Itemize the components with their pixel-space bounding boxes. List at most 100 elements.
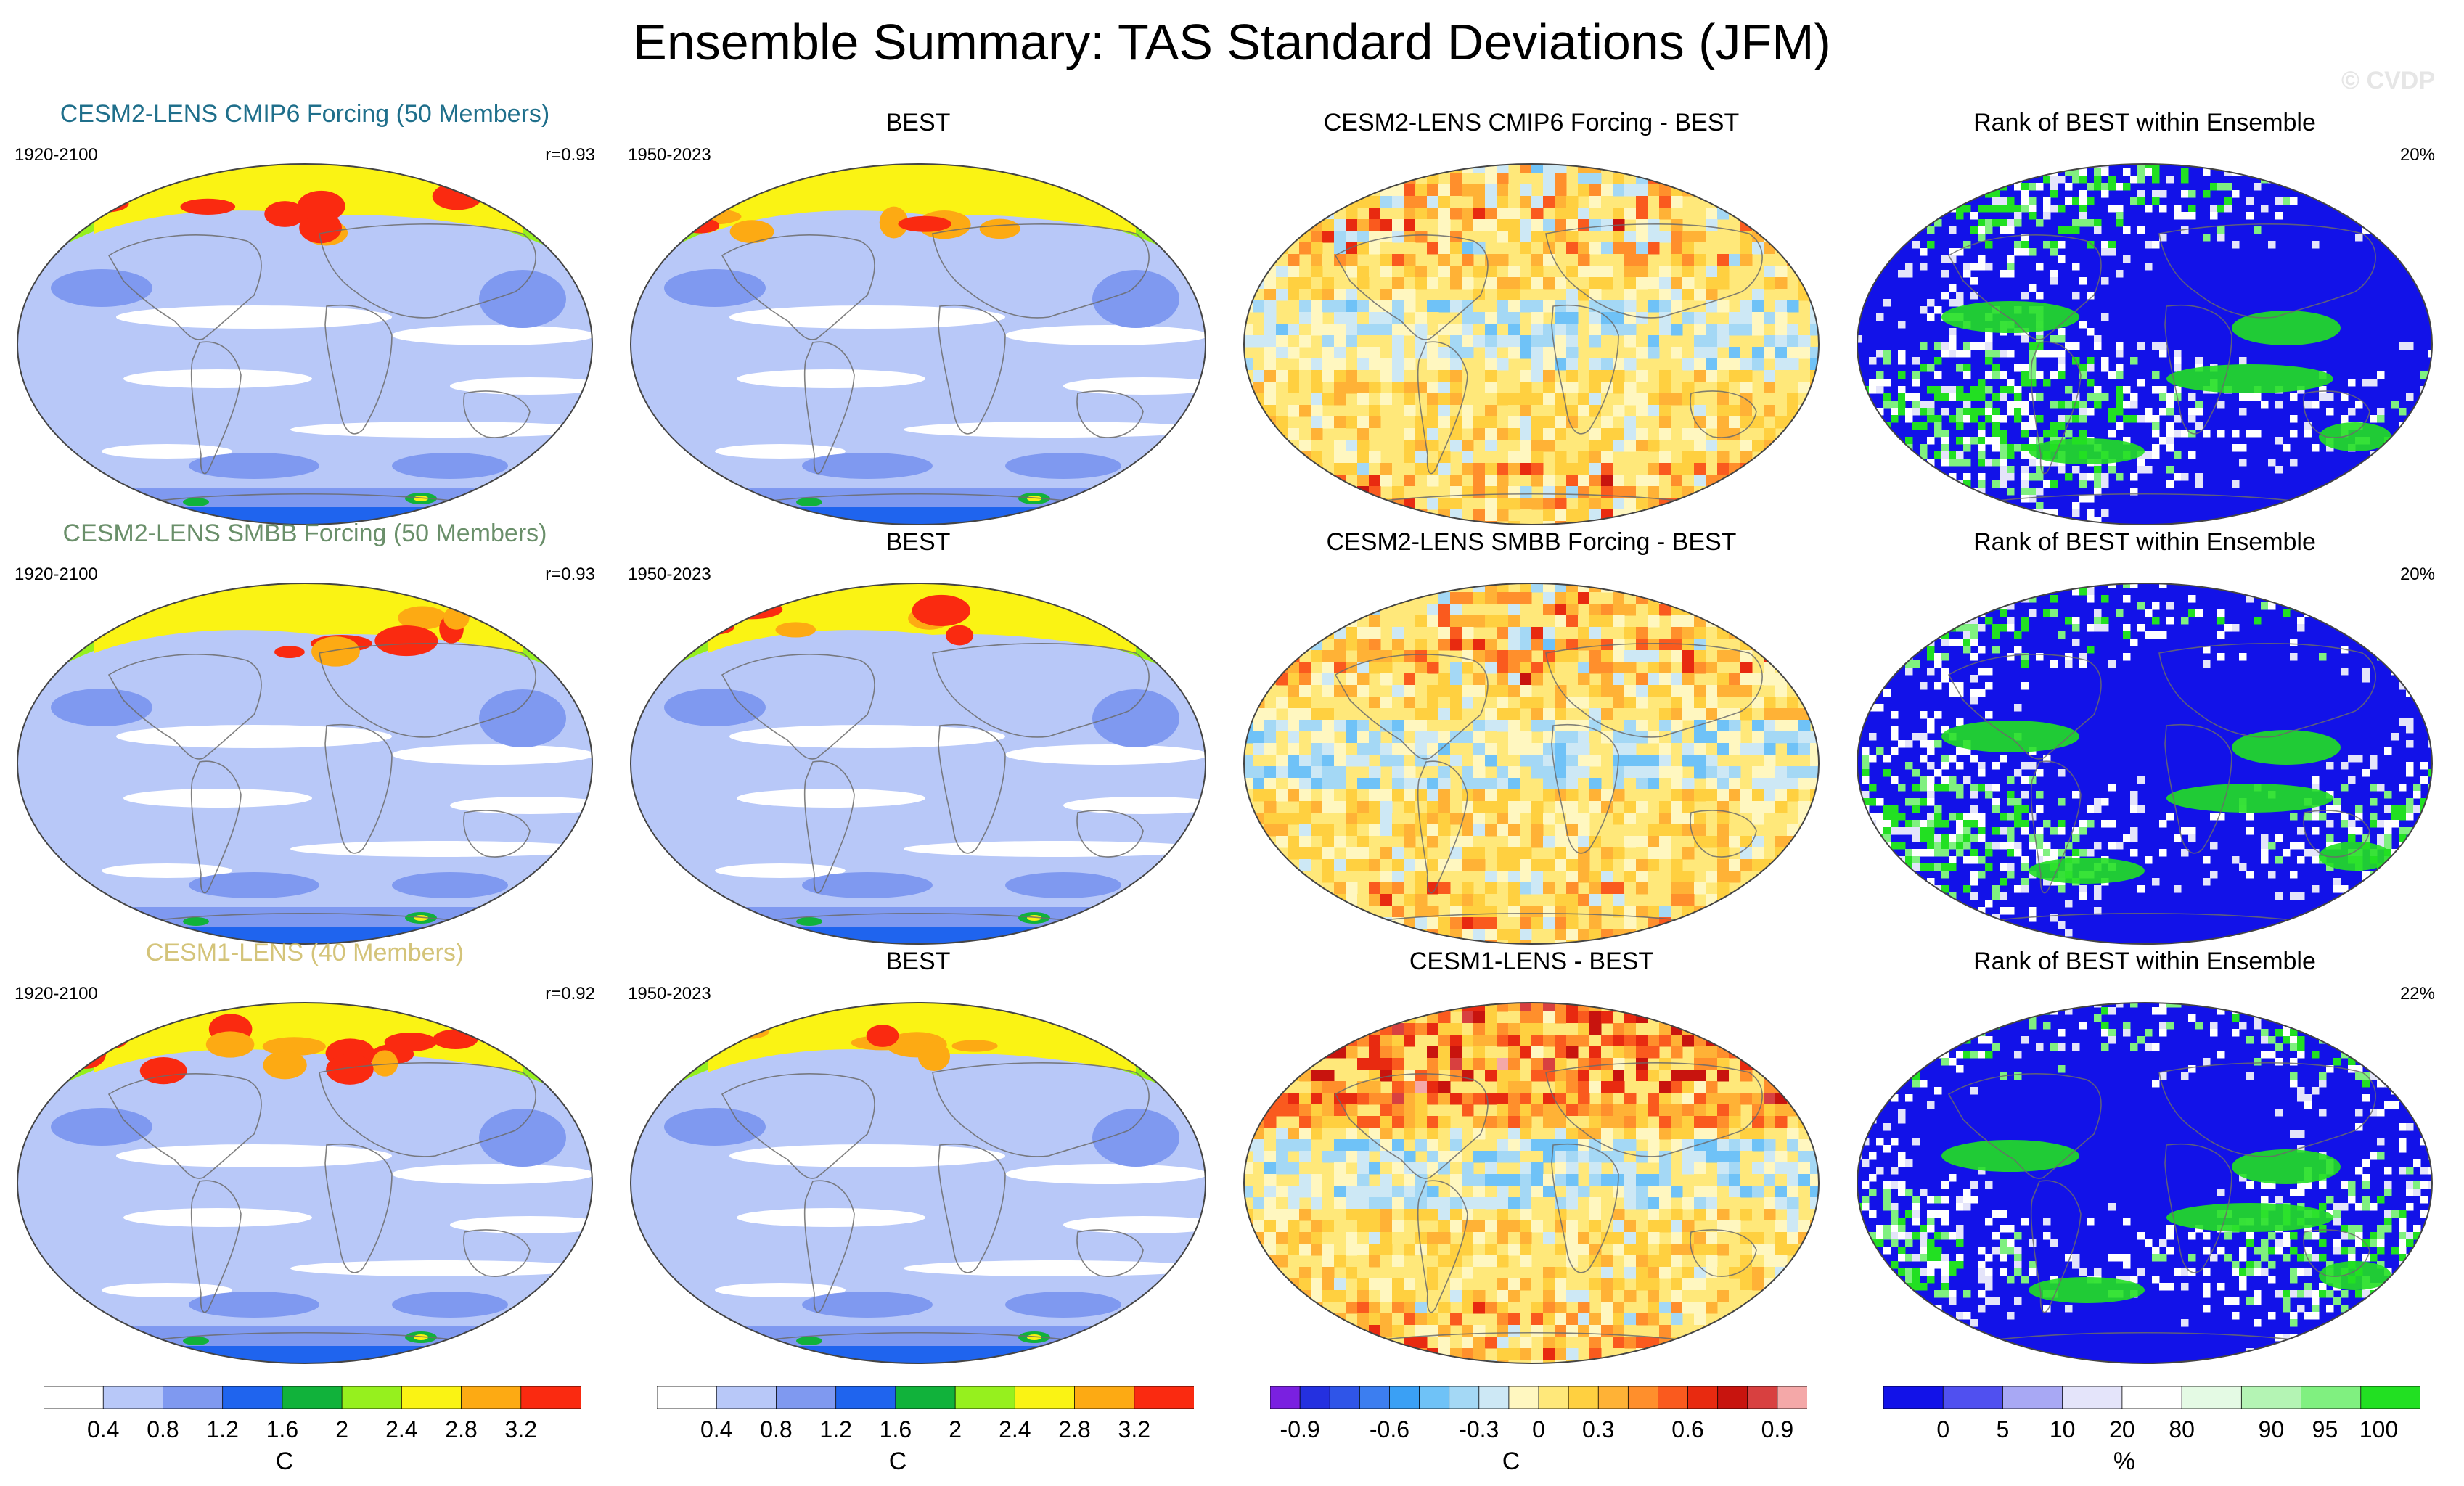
colorbar-tick-label: 90	[2258, 1416, 2285, 1442]
cvdp-watermark: © CVDP	[2341, 67, 2435, 94]
colorbar-tick-label: 0.8	[760, 1416, 793, 1442]
colorbar-tick-label: 80	[2169, 1416, 2195, 1442]
colorbar-swatch	[1627, 1386, 1659, 1409]
colorbar-swatch	[1747, 1386, 1778, 1409]
colorbar-swatch	[2002, 1386, 2063, 1409]
obs-panel-row2: BEST 1950-2023	[613, 528, 1223, 956]
rank-panel-row2: Rank of BEST within Ensemble 20%	[1840, 528, 2449, 956]
pattern-correlation-label: r=0.92	[545, 984, 595, 1003]
colorbar-tick-label: 0	[1532, 1416, 1545, 1442]
period-label: 1950-2023	[628, 984, 711, 1003]
diff-panel-row3: CESM1-LENS - BEST	[1227, 948, 1836, 1376]
colorbar-tick-label: 100	[2359, 1416, 2399, 1442]
figure-title: Ensemble Summary: TAS Standard Deviation…	[633, 14, 1831, 70]
colorbar-tick-label: 5	[1996, 1416, 2010, 1442]
colorbar-swatch	[163, 1386, 224, 1409]
colorbar-tick-label: 2.8	[445, 1416, 478, 1442]
colorbar-tick-label: -0.3	[1459, 1416, 1499, 1442]
ensemble-map	[17, 1002, 593, 1364]
colorbar-swatch	[835, 1386, 896, 1409]
colorbar-swatch	[461, 1386, 522, 1409]
colorbar-swatch	[1299, 1386, 1331, 1409]
colorbar-swatch	[1074, 1386, 1135, 1409]
period-label: 1950-2023	[628, 565, 711, 584]
diff-map	[1243, 1002, 1820, 1364]
period-label: 1920-2100	[15, 984, 98, 1003]
rank-panel-title: Rank of BEST within Ensemble	[1973, 948, 2316, 975]
colorbar-swatch	[520, 1386, 581, 1409]
colorbar-tick-label: 10	[2049, 1416, 2076, 1442]
ensemble-panel-row2: CESM2-LENS SMBB Forcing (50 Members) 1920…	[0, 520, 610, 956]
colorbar-rank: 0 5 10 20 80 90 95 100%	[1869, 1386, 2435, 1475]
colorbar-tick-label: 95	[2312, 1416, 2338, 1442]
colorbar-swatch	[1359, 1386, 1391, 1409]
diff-panel-row2: CESM2-LENS SMBB Forcing - BEST	[1227, 528, 1836, 956]
colorbar-swatch	[1134, 1386, 1194, 1409]
diff-panel-row1: CESM2-LENS CMIP6 Forcing - BEST	[1227, 109, 1836, 537]
colorbar-tick-label: 1.6	[266, 1416, 299, 1442]
ensemble-panel-row1: CESM2-LENS CMIP6 Forcing (50 Members) 192…	[0, 100, 610, 537]
colorbar-tick-label: 1.6	[879, 1416, 912, 1442]
colorbar-tick-label: 2	[949, 1416, 962, 1442]
colorbar-swatch	[776, 1386, 837, 1409]
colorbar-stddev: 0.4 0.8 1.2 1.6 2 2.4 2.8 3.2 C	[29, 1386, 595, 1475]
colorbar-swatch	[1508, 1386, 1539, 1409]
colorbar-swatch	[2121, 1386, 2183, 1409]
colorbar-swatches	[1883, 1386, 2420, 1409]
colorbar-swatch	[716, 1386, 777, 1409]
obs-map	[630, 163, 1206, 525]
rank-map	[1857, 163, 2433, 525]
colorbar-tick-label: 2.4	[999, 1416, 1031, 1442]
ensemble-panel-title: CESM2-LENS CMIP6 Forcing (50 Members)	[60, 100, 550, 128]
colorbar-tick-label: 0.6	[1671, 1416, 1704, 1442]
colorbar-swatches	[44, 1386, 581, 1409]
colorbar-stddev_obs: 0.4 0.8 1.2 1.6 2 2.4 2.8 3.2 C	[642, 1386, 1208, 1475]
colorbar-swatches	[657, 1386, 1194, 1409]
colorbar-swatch	[1717, 1386, 1748, 1409]
pattern-correlation-label: r=0.93	[545, 145, 595, 165]
obs-panel-title: BEST	[885, 109, 951, 136]
colorbar-difference: -0.9 -0.6 -0.3 0 0.3 0.6 0.9 C	[1256, 1386, 1822, 1475]
colorbar-tick-label: 2.4	[385, 1416, 418, 1442]
ensemble-map	[17, 163, 593, 525]
colorbar-swatch	[2062, 1386, 2123, 1409]
colorbar-swatch	[657, 1386, 718, 1409]
colorbar-swatch	[1389, 1386, 1420, 1409]
colorbar-swatch	[44, 1386, 105, 1409]
pattern-correlation-label: r=0.93	[545, 565, 595, 584]
colorbar-swatch	[401, 1386, 462, 1409]
colorbar-swatches	[1270, 1386, 1807, 1409]
colorbar-swatch	[1568, 1386, 1600, 1409]
diff-panel-title: CESM2-LENS SMBB Forcing - BEST	[1326, 528, 1737, 556]
colorbar-swatch	[1329, 1386, 1361, 1409]
colorbar-swatch	[222, 1386, 283, 1409]
rank-panel-row3: Rank of BEST within Ensemble 22%	[1840, 948, 2449, 1376]
colorbar-swatch	[1777, 1386, 1807, 1409]
colorbar-tick-label: 2	[335, 1416, 349, 1442]
rank-map	[1857, 1002, 2433, 1364]
colorbar-swatch	[2301, 1386, 2362, 1409]
colorbar-tick-label: 0.9	[1761, 1416, 1794, 1442]
colorbar-swatch	[1597, 1386, 1629, 1409]
rank-map	[1857, 583, 2433, 945]
colorbar-swatch	[2360, 1386, 2420, 1409]
colorbar-tick-label: 20	[2109, 1416, 2135, 1442]
colorbar-swatch	[2240, 1386, 2302, 1409]
colorbar-tick-label: 0.4	[86, 1416, 120, 1442]
colorbar-tick-label: 2.8	[1058, 1416, 1091, 1442]
colorbar-swatch	[2181, 1386, 2243, 1409]
colorbar-swatch	[341, 1386, 403, 1409]
colorbar-tick-label: 1.2	[206, 1416, 239, 1442]
rank-percent-label: 20%	[2399, 565, 2435, 584]
obs-panel-row3: BEST 1950-2023	[613, 948, 1223, 1376]
rank-percent-label: 22%	[2399, 984, 2435, 1003]
colorbar-swatch	[954, 1386, 1016, 1409]
obs-panel-row1: BEST 1950-2023	[613, 109, 1223, 537]
period-label: 1920-2100	[15, 145, 98, 165]
colorbar-unit: C	[888, 1448, 907, 1475]
colorbar-tick-label: 3.2	[1118, 1416, 1151, 1442]
colorbar-swatch	[1449, 1386, 1480, 1409]
colorbar-tick-label: -0.9	[1280, 1416, 1320, 1442]
rank-panel-title: Rank of BEST within Ensemble	[1973, 528, 2316, 556]
colorbar-swatch	[1687, 1386, 1719, 1409]
